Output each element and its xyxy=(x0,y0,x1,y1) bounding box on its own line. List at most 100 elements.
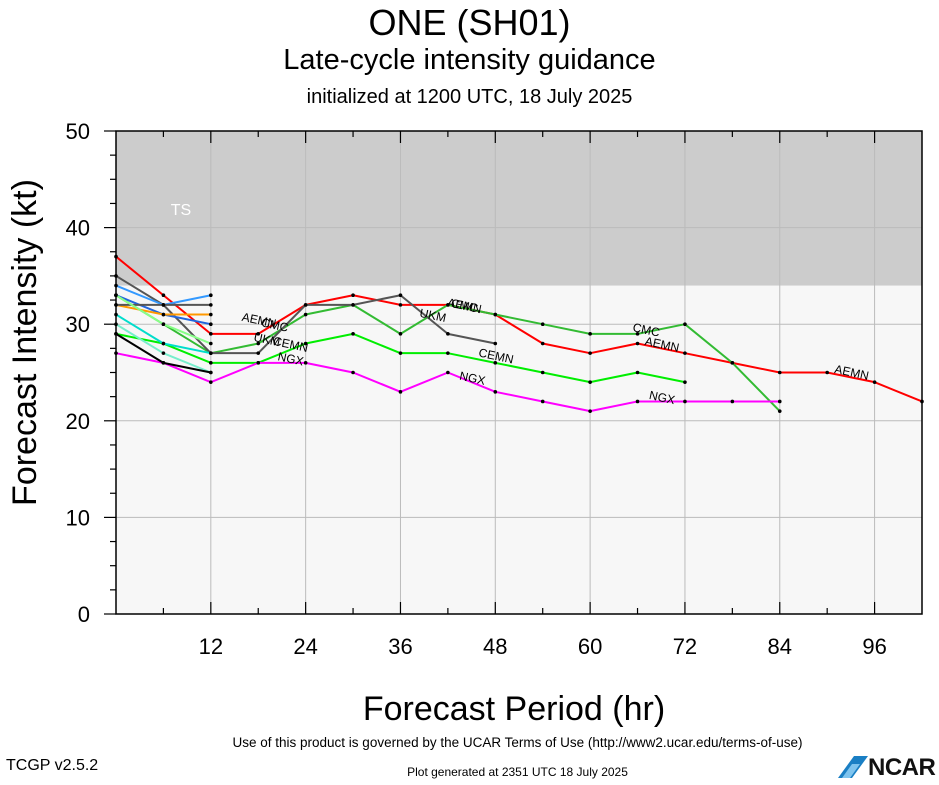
series-point xyxy=(446,351,450,355)
series-label: UKM xyxy=(418,306,447,325)
series-point xyxy=(730,399,735,404)
series-label: NGX xyxy=(458,369,486,388)
y-tick-label: 0 xyxy=(78,602,90,627)
x-tick-label: 24 xyxy=(293,634,317,659)
series-point xyxy=(351,293,355,298)
series-point xyxy=(256,341,261,346)
series-point xyxy=(209,351,213,355)
y-tick-label: 30 xyxy=(66,312,90,337)
series-point xyxy=(872,380,877,384)
chart-title: ONE (SH01) xyxy=(368,2,571,43)
series-point xyxy=(303,312,308,317)
series-point xyxy=(588,332,592,336)
series-point xyxy=(209,332,213,336)
series-point xyxy=(209,361,213,365)
series-point xyxy=(446,303,450,307)
series-point xyxy=(777,370,782,375)
series-point xyxy=(635,399,640,404)
series-point xyxy=(683,351,687,355)
x-tick-label: 84 xyxy=(768,634,792,659)
series-point xyxy=(398,390,403,394)
series-point xyxy=(209,322,213,327)
initialization-time: initialized at 1200 UTC, 18 July 2025 xyxy=(306,86,633,108)
series-point xyxy=(351,370,355,375)
series-point xyxy=(351,332,355,336)
series-point xyxy=(588,351,592,355)
terms-of-use: Use of this product is governed by the U… xyxy=(232,735,803,750)
series-point xyxy=(398,293,403,298)
x-tick-label: 48 xyxy=(483,634,507,659)
ncar-logo-icon xyxy=(838,756,868,778)
series-point xyxy=(256,351,261,355)
series-point xyxy=(540,322,545,327)
series-point xyxy=(635,370,640,375)
x-tick-label: 36 xyxy=(388,634,412,659)
series-label: UKM xyxy=(252,330,281,349)
series-label: CMC xyxy=(260,315,290,334)
series-point xyxy=(683,380,687,384)
series-label: CMC xyxy=(631,320,661,339)
y-tick-label: 40 xyxy=(66,216,90,241)
intensity-chart: TS AEMNAEMNAEMNAEMNCMCCMCCMCUKMUKMCEMNCE… xyxy=(6,119,924,728)
series-point xyxy=(588,409,592,413)
series-point xyxy=(351,303,355,307)
series-point xyxy=(209,370,213,375)
series-label: NGX xyxy=(276,349,304,368)
series-point xyxy=(398,303,403,307)
y-tick-label: 20 xyxy=(66,409,90,434)
x-tick-label: 60 xyxy=(578,634,602,659)
series-point xyxy=(777,399,782,404)
series-point xyxy=(161,303,166,307)
series-point xyxy=(161,361,166,365)
series-point xyxy=(493,312,498,317)
version-label: TCGP v2.5.2 xyxy=(6,757,99,774)
series-point xyxy=(161,341,166,346)
x-tick-label: 96 xyxy=(862,634,886,659)
series-point xyxy=(209,303,213,307)
series-point xyxy=(635,341,640,346)
series-point xyxy=(540,399,545,404)
series-point xyxy=(303,303,308,307)
series-point xyxy=(303,341,308,346)
x-tick-label: 12 xyxy=(199,634,223,659)
series-point xyxy=(446,370,450,375)
series-point xyxy=(777,409,782,413)
series-point xyxy=(161,312,166,317)
band-label: TS xyxy=(171,202,191,219)
series-point xyxy=(209,293,213,298)
y-tick-label: 10 xyxy=(66,505,90,530)
series-point xyxy=(683,322,687,327)
series-point xyxy=(730,361,735,365)
series-point xyxy=(256,332,261,336)
series-line-AEMN xyxy=(115,255,923,403)
series-point xyxy=(209,312,213,317)
ncar-logo: NCAR xyxy=(838,752,939,781)
series-point xyxy=(635,332,640,336)
series-point xyxy=(825,370,829,375)
y-tick-label: 50 xyxy=(66,119,90,144)
ncar-logo-text: NCAR xyxy=(868,754,936,781)
series-point xyxy=(161,351,166,355)
series-point xyxy=(493,341,498,346)
chart-subtitle: Late-cycle intensity guidance xyxy=(283,44,656,76)
intensity-band xyxy=(116,131,922,286)
series-point xyxy=(493,361,498,365)
series-label: CMC xyxy=(450,296,480,315)
series-point xyxy=(161,293,166,298)
series-point xyxy=(398,351,403,355)
series-point xyxy=(256,361,261,365)
y-axis-label: Forecast Intensity (kt) xyxy=(6,179,44,506)
series-point xyxy=(493,390,498,394)
series-point xyxy=(398,332,403,336)
series-point xyxy=(446,332,450,336)
x-tick-label: 72 xyxy=(673,634,697,659)
series-point xyxy=(540,370,545,375)
series-point xyxy=(303,361,308,365)
series-point xyxy=(683,399,687,404)
x-axis-label: Forecast Period (hr) xyxy=(363,690,665,728)
series-point xyxy=(209,380,213,384)
series-label: NGX xyxy=(648,388,676,407)
series-point xyxy=(540,341,545,346)
generated-time: Plot generated at 2351 UTC 18 July 2025 xyxy=(407,765,628,779)
series-point xyxy=(209,341,213,346)
